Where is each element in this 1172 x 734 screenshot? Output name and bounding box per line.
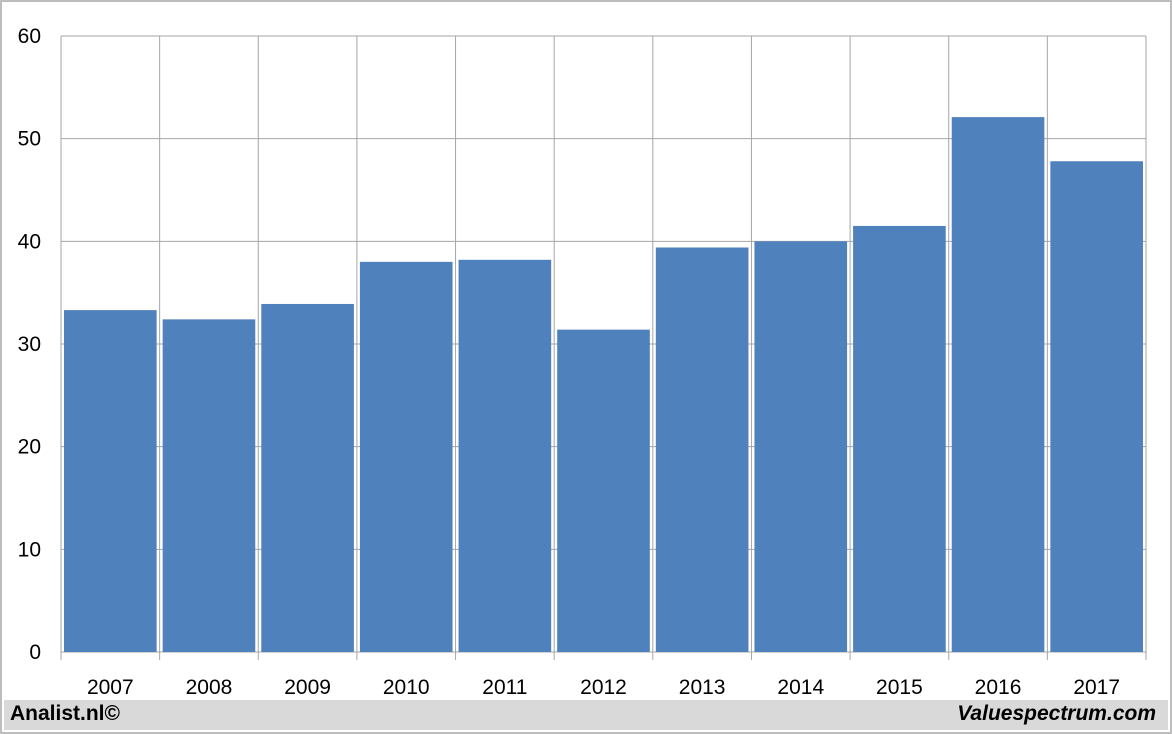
bar-2009 xyxy=(261,303,354,652)
y-tick-label: 40 xyxy=(18,230,41,253)
bar-2015 xyxy=(853,225,946,652)
bar-2011 xyxy=(458,259,552,652)
y-axis-ticks: 0 10 20 30 40 50 60 xyxy=(18,25,41,664)
y-tick-label: 0 xyxy=(29,641,41,664)
valuespectrum-credit: Valuespectrum.com xyxy=(957,702,1156,725)
y-tick-label: 50 xyxy=(18,128,41,151)
y-tick-label: 60 xyxy=(18,25,41,48)
footer-bar: Analist.nl© Valuespectrum.com xyxy=(4,700,1168,730)
y-tick-label: 30 xyxy=(18,333,41,356)
x-tick-label: 2008 xyxy=(186,676,233,699)
bar-2010 xyxy=(359,261,453,652)
grid-lines xyxy=(60,35,1147,660)
x-tick-label: 2010 xyxy=(383,676,430,699)
x-axis-ticks: 2007 2008 2009 2010 2011 2012 2013 2014 2015 2016… xyxy=(87,676,1120,699)
bar-2014 xyxy=(754,241,848,653)
y-tick-label: 20 xyxy=(18,436,41,459)
analist-credit: Analist.nl© xyxy=(10,702,120,725)
x-tick-label: 2013 xyxy=(679,676,726,699)
bars xyxy=(64,117,1143,653)
x-tick-label: 2012 xyxy=(580,676,627,699)
x-tick-label: 2007 xyxy=(87,676,134,699)
x-tick-label: 2011 xyxy=(482,676,527,699)
x-tick-label: 2016 xyxy=(975,676,1022,699)
bar-2013 xyxy=(655,247,749,652)
x-tick-label: 2015 xyxy=(876,676,923,699)
x-tick-label: 2009 xyxy=(284,676,331,699)
bar-2016 xyxy=(951,117,1045,652)
bar-2007 xyxy=(64,310,157,652)
x-tick-label: 2014 xyxy=(777,676,824,699)
y-tick-label: 10 xyxy=(18,538,41,561)
bar-2008 xyxy=(162,319,256,652)
bar-2017 xyxy=(1050,161,1143,652)
x-tick-label: 2017 xyxy=(1073,676,1120,699)
bar-2012 xyxy=(557,329,650,652)
